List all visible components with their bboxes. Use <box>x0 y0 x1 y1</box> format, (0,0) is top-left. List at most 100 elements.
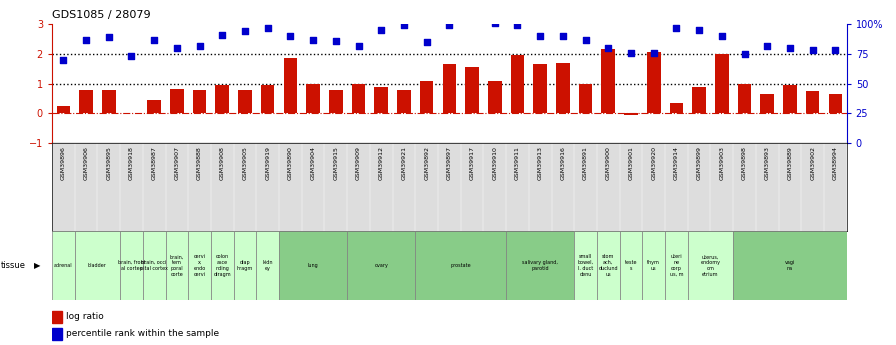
Point <box>556 33 570 39</box>
Point <box>669 25 684 30</box>
Text: uterus,
endomy
om
etrium: uterus, endomy om etrium <box>701 255 720 277</box>
Bar <box>188 231 211 300</box>
Point <box>147 37 161 42</box>
Bar <box>279 231 347 300</box>
Text: brain, occi
pital cortex: brain, occi pital cortex <box>140 260 168 271</box>
Bar <box>261 85 274 114</box>
Point <box>351 43 366 48</box>
Text: GSM39920: GSM39920 <box>651 146 656 180</box>
Bar <box>147 100 161 114</box>
Point <box>579 37 593 42</box>
Text: GSM38994: GSM38994 <box>833 146 838 180</box>
Point <box>533 33 547 39</box>
Text: GSM39903: GSM39903 <box>719 146 724 180</box>
Bar <box>688 231 733 300</box>
Bar <box>829 94 842 114</box>
Point <box>443 22 457 28</box>
Bar <box>347 231 415 300</box>
Bar <box>693 87 706 114</box>
Point <box>101 34 116 40</box>
Point <box>465 16 479 21</box>
Bar <box>256 231 279 300</box>
Text: cervi
x,
endo
cervi: cervi x, endo cervi <box>194 255 206 277</box>
Point <box>692 27 706 33</box>
Text: GSM39891: GSM39891 <box>583 146 588 180</box>
Bar <box>533 64 547 114</box>
Point <box>56 57 71 63</box>
Text: GSM39914: GSM39914 <box>674 146 679 180</box>
Bar <box>52 231 74 300</box>
Text: GSM39896: GSM39896 <box>61 146 65 180</box>
Point <box>79 37 93 42</box>
Text: GSM39893: GSM39893 <box>765 146 770 180</box>
Bar <box>234 231 256 300</box>
Point <box>601 45 616 51</box>
Point <box>306 37 320 42</box>
Bar <box>102 90 116 114</box>
Point <box>329 38 343 43</box>
Text: GSM39911: GSM39911 <box>515 146 520 180</box>
Bar <box>806 91 820 114</box>
Bar <box>74 231 120 300</box>
Point <box>237 29 252 34</box>
Text: GSM39899: GSM39899 <box>696 146 702 180</box>
Bar <box>601 49 616 114</box>
Bar <box>375 87 388 114</box>
Text: GSM39888: GSM39888 <box>197 146 202 179</box>
Bar <box>211 231 234 300</box>
Bar <box>574 231 597 300</box>
Point <box>374 27 388 33</box>
Text: GSM39908: GSM39908 <box>220 146 225 180</box>
Text: vagi
na: vagi na <box>785 260 795 271</box>
Bar <box>420 81 434 114</box>
Bar <box>215 85 229 114</box>
Bar <box>142 231 166 300</box>
Text: prostate: prostate <box>451 263 471 268</box>
Text: brain,
tem
poral
corte: brain, tem poral corte <box>169 255 184 277</box>
Bar <box>329 90 342 114</box>
Text: teste
s: teste s <box>625 260 637 271</box>
Point <box>283 33 297 39</box>
Bar <box>397 90 410 114</box>
Text: tissue: tissue <box>1 261 26 270</box>
Bar <box>465 67 478 114</box>
Point <box>261 25 275 30</box>
Bar <box>625 114 638 115</box>
Bar <box>79 90 93 114</box>
Text: GSM39919: GSM39919 <box>265 146 271 180</box>
Text: salivary gland,
parotid: salivary gland, parotid <box>522 260 558 271</box>
Point <box>487 20 502 26</box>
Text: lung: lung <box>307 263 318 268</box>
Point <box>397 22 411 28</box>
Point <box>715 33 729 39</box>
Text: GSM39892: GSM39892 <box>424 146 429 180</box>
Bar <box>669 103 684 114</box>
Bar <box>737 84 752 114</box>
Point <box>828 48 842 53</box>
Text: GSM39906: GSM39906 <box>83 146 89 180</box>
Text: GSM39898: GSM39898 <box>742 146 747 180</box>
Bar <box>52 310 63 323</box>
Point <box>783 45 797 51</box>
Bar <box>783 85 797 114</box>
Point <box>624 50 638 56</box>
Bar <box>647 52 660 114</box>
Text: diap
hragm: diap hragm <box>237 260 253 271</box>
Point <box>647 50 661 56</box>
Text: GSM39909: GSM39909 <box>356 146 361 180</box>
Text: brain, front
al cortex: brain, front al cortex <box>117 260 145 271</box>
Text: ovary: ovary <box>375 263 388 268</box>
Text: uteri
ne
corp
us, m: uteri ne corp us, m <box>669 255 683 277</box>
Text: thym
us: thym us <box>647 260 660 271</box>
Bar <box>443 64 456 114</box>
Bar <box>488 81 502 114</box>
Point <box>760 43 774 48</box>
Text: GSM39910: GSM39910 <box>492 146 497 180</box>
Text: GSM39897: GSM39897 <box>447 146 452 180</box>
Point <box>169 45 184 51</box>
Point <box>737 51 752 57</box>
Bar <box>597 231 620 300</box>
Text: small
bowel,
l. duct
denu: small bowel, l. duct denu <box>578 255 593 277</box>
Bar <box>715 54 728 114</box>
Point <box>806 48 820 53</box>
